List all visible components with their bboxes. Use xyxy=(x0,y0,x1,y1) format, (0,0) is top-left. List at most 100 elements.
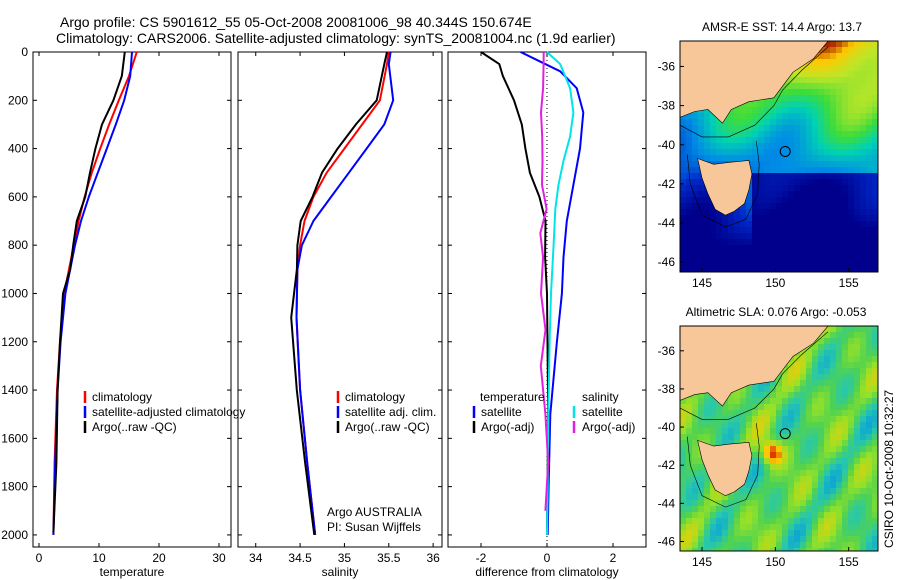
map-cell xyxy=(746,197,753,204)
map-cell xyxy=(818,548,825,551)
map-cell xyxy=(848,191,855,198)
map-cell xyxy=(836,185,843,192)
series-line-salinity-argo-adj- xyxy=(539,51,550,511)
map-cell xyxy=(686,233,693,240)
map-cell xyxy=(806,167,813,174)
map-cell xyxy=(812,113,819,120)
map-cell xyxy=(836,221,843,228)
map-cell xyxy=(836,506,843,513)
map-cell xyxy=(866,326,873,333)
map-cell xyxy=(818,386,825,393)
map-cell xyxy=(854,89,861,96)
map-cell xyxy=(794,488,801,495)
map-cell xyxy=(812,137,819,144)
map-cell xyxy=(848,326,855,333)
map-cell xyxy=(854,500,861,507)
map-cell xyxy=(710,233,717,240)
map-cell xyxy=(800,458,807,465)
x-tick-label: 10 xyxy=(92,551,106,565)
map-cell xyxy=(824,512,831,519)
map-cell xyxy=(842,518,849,525)
map-cell xyxy=(770,131,777,138)
map-cell xyxy=(860,101,867,108)
temperature-legend: climatology satellite-adjusted climatolo… xyxy=(83,390,245,434)
map-cell xyxy=(848,470,855,477)
series-line-temperature-satellite xyxy=(520,51,585,535)
map-cell xyxy=(818,488,825,495)
map-cell xyxy=(848,149,855,156)
map-cell xyxy=(758,257,765,264)
map-cell xyxy=(758,488,765,495)
map-cell xyxy=(746,470,753,477)
map-cell xyxy=(800,422,807,429)
map-cell xyxy=(806,350,813,357)
map-cell xyxy=(818,227,825,234)
map-cell xyxy=(788,191,795,198)
map-x-tick-label: 150 xyxy=(765,276,785,290)
map-cell xyxy=(830,506,837,513)
map-cell xyxy=(824,233,831,240)
map-cell xyxy=(692,440,699,447)
map-cell xyxy=(866,77,873,84)
map-cell xyxy=(728,137,735,144)
map-cell xyxy=(704,113,711,120)
map-cell xyxy=(866,221,873,228)
map-cell xyxy=(872,125,878,132)
map-cell xyxy=(872,227,878,234)
map-cell xyxy=(800,107,807,114)
map-cell xyxy=(770,95,777,102)
map-cell xyxy=(788,227,795,234)
map-cell xyxy=(692,173,699,180)
map-cell xyxy=(872,494,878,501)
map-cell xyxy=(818,191,825,198)
map-cell xyxy=(818,209,825,216)
map-cell xyxy=(740,203,747,210)
map-cell xyxy=(848,239,855,246)
map-cell xyxy=(848,47,855,54)
map-cell xyxy=(872,506,878,513)
map-cell xyxy=(842,41,849,48)
x-tick-label: 35.5 xyxy=(377,551,401,565)
map-cell xyxy=(854,476,861,483)
tasmania-contour xyxy=(687,423,760,508)
map-cell xyxy=(800,524,807,531)
map-cell xyxy=(758,482,765,489)
map-cell xyxy=(842,89,849,96)
map-cell xyxy=(794,257,801,264)
map-cell xyxy=(680,518,687,525)
map-cell xyxy=(866,542,873,549)
map-cell xyxy=(764,416,771,423)
map-cell xyxy=(848,179,855,186)
map-cell xyxy=(680,203,687,210)
map-cell xyxy=(842,524,849,531)
map-cell xyxy=(842,464,849,471)
map-cell xyxy=(686,269,693,272)
map-cell xyxy=(764,422,771,429)
series-line-satellite-adj-clim- xyxy=(295,51,395,536)
map-cell xyxy=(782,209,789,216)
map-cell xyxy=(710,131,717,138)
map-cell xyxy=(818,542,825,549)
map-cell xyxy=(866,137,873,144)
map-cell xyxy=(776,185,783,192)
map-cell xyxy=(770,107,777,114)
map-cell xyxy=(872,185,878,192)
map-cell xyxy=(698,488,705,495)
map-cell xyxy=(872,101,878,108)
map-cell xyxy=(782,494,789,501)
map-frame xyxy=(679,40,879,273)
map-cell xyxy=(824,155,831,162)
map-cell xyxy=(830,452,837,459)
y-tick-label: 200 xyxy=(8,93,28,107)
map-cell xyxy=(782,83,789,90)
map-cell xyxy=(686,119,693,126)
map-cell xyxy=(734,434,741,441)
map-cell xyxy=(752,392,759,399)
map-cell xyxy=(692,119,699,126)
map-cell xyxy=(812,71,819,78)
map-cell xyxy=(848,512,855,519)
map-cell xyxy=(872,332,878,339)
map-cell xyxy=(872,173,878,180)
map-cell xyxy=(764,101,771,108)
map-cell xyxy=(734,263,741,270)
